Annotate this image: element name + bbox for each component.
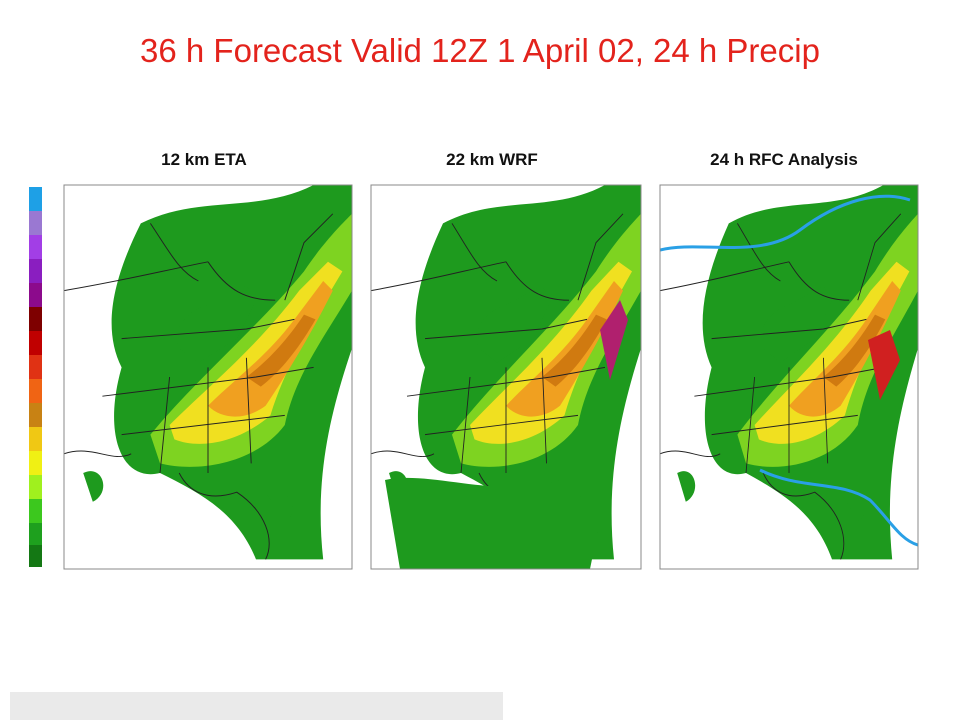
panel-label: 24 h RFC Analysis	[710, 150, 858, 169]
map-wrf	[371, 185, 641, 569]
color-bar	[29, 187, 42, 567]
panel-label: 22 km WRF	[446, 150, 538, 169]
map-frame	[370, 184, 642, 570]
slide-title: 36 h Forecast Valid 12Z 1 April 02, 24 h…	[140, 32, 820, 69]
map-frame	[63, 184, 353, 570]
panel-label: 12 km ETA	[161, 150, 247, 169]
map-eta	[64, 185, 352, 569]
map-frame	[659, 184, 919, 570]
map-rfc	[660, 185, 918, 569]
footer-bar	[10, 692, 503, 720]
